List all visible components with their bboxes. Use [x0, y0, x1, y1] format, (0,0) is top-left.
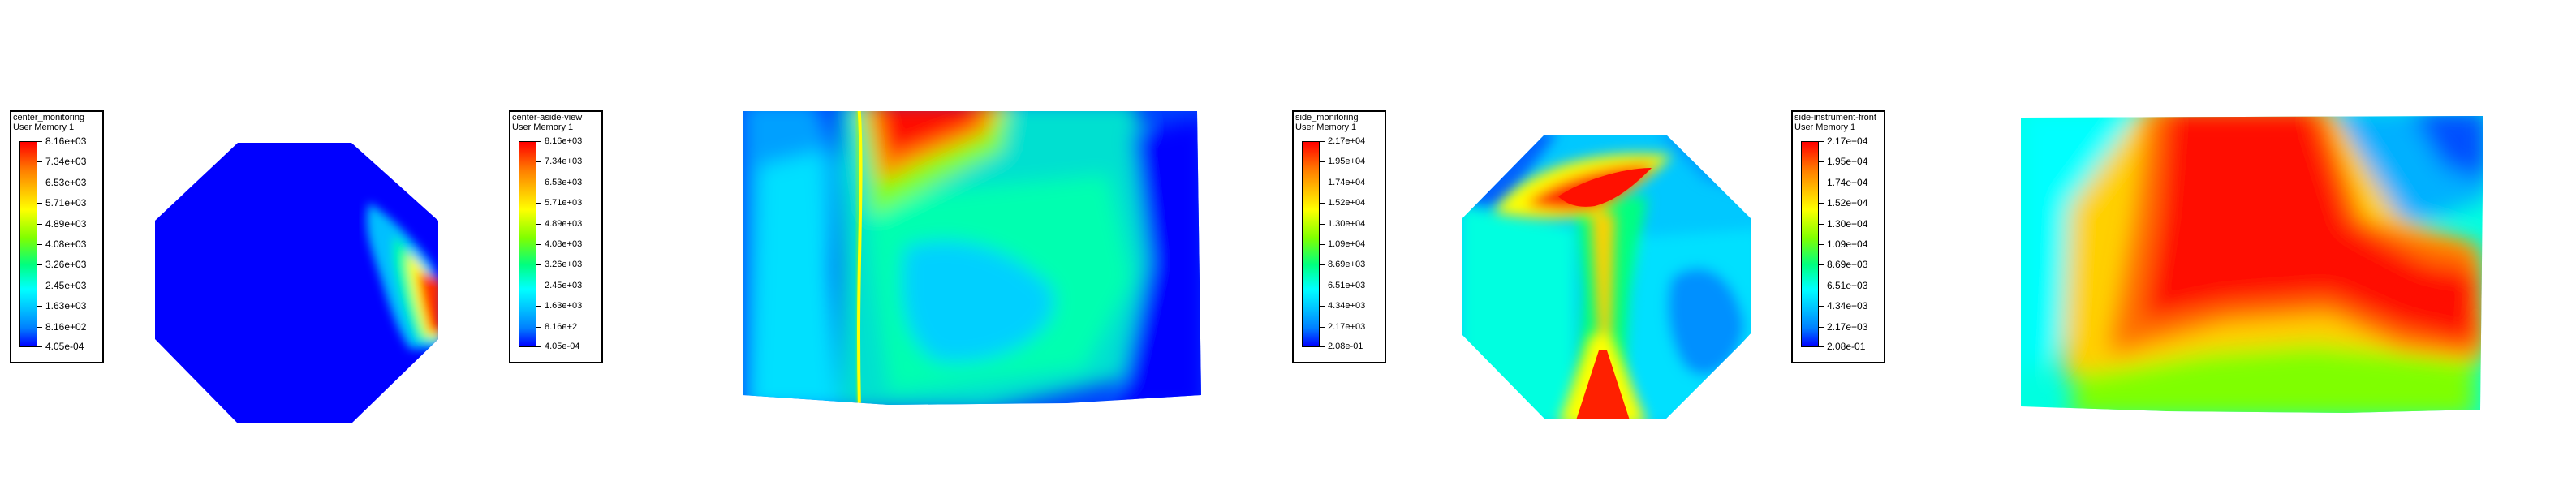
legend-title: center-aside-view User Memory 1: [512, 113, 583, 132]
colorbar-label: 8.16e+02: [45, 321, 87, 333]
colorbar-label: 2.17e+04: [1328, 136, 1366, 146]
colorbar-label: 4.89e+03: [45, 218, 87, 230]
colorbar-label: 4.08e+03: [545, 239, 583, 249]
colorbar-label: 2.08e-01: [1328, 342, 1363, 351]
colorbar-label: 4.05e-04: [545, 342, 580, 351]
colorbar-label: 8.69e+03: [1827, 259, 1868, 270]
colorbar-label: 5.71e+03: [545, 198, 583, 208]
colorbar-label: 2.17e+04: [1827, 135, 1868, 147]
legend-title: side-instrument-front User Memory 1: [1794, 113, 1876, 132]
contour-plot-side-instrument-front: [2021, 116, 2483, 413]
colorbar-label: 2.45e+03: [545, 281, 583, 290]
legend-side-monitoring: side_monitoring User Memory 1 2.17e+04 1.…: [1292, 110, 1386, 363]
colorbar-label: 4.34e+03: [1328, 301, 1366, 311]
colorbar: [1801, 141, 1819, 347]
colorbar-label: 1.74e+04: [1827, 177, 1868, 188]
colorbar-label: 3.26e+03: [45, 259, 87, 270]
legend-center-monitoring: center_monitoring User Memory 1 8.16e+03 …: [10, 110, 104, 363]
colorbar-label: 8.16e+03: [545, 136, 583, 146]
colorbar-label: 2.08e-01: [1827, 341, 1866, 352]
contour-plot-center-aside-view: [743, 111, 1201, 405]
colorbar-label: 5.71e+03: [45, 197, 87, 208]
colorbar-label: 8.16e+03: [45, 135, 87, 147]
colorbar: [1302, 141, 1320, 347]
colorbar-label: 1.63e+03: [45, 300, 87, 312]
colorbar-label: 6.53e+03: [545, 178, 583, 187]
colorbar-label: 2.45e+03: [45, 280, 87, 291]
colorbar-label: 4.08e+03: [45, 238, 87, 250]
colorbar-label: 6.51e+03: [1328, 281, 1366, 290]
contour-plot-center-monitoring: [155, 143, 438, 423]
colorbar-label: 8.69e+03: [1328, 260, 1366, 269]
colorbar-label: 2.17e+03: [1827, 321, 1868, 333]
colorbar-label: 4.05e-04: [45, 341, 84, 352]
colorbar-label: 1.95e+04: [1328, 157, 1366, 166]
colorbar-label: 6.53e+03: [45, 177, 87, 188]
colorbar-label: 4.89e+03: [545, 219, 583, 229]
colorbar-label: 1.74e+04: [1328, 178, 1366, 187]
legend-side-instrument-front: side-instrument-front User Memory 1 2.17e…: [1791, 110, 1885, 363]
colorbar-label: 3.26e+03: [545, 260, 583, 269]
colorbar-label: 1.30e+04: [1827, 218, 1868, 230]
legend-center-aside-view: center-aside-view User Memory 1 8.16e+03 …: [509, 110, 603, 363]
colorbar: [19, 141, 37, 347]
contour-plot-side-monitoring: [1462, 135, 1751, 419]
colorbar-label: 1.63e+03: [545, 301, 583, 311]
colorbar-label: 1.09e+04: [1827, 238, 1868, 250]
colorbar-label: 7.34e+03: [545, 157, 583, 166]
colorbar-label: 1.30e+04: [1328, 219, 1366, 229]
legend-title: side_monitoring User Memory 1: [1295, 113, 1359, 132]
colorbar-label: 1.52e+04: [1328, 198, 1366, 208]
colorbar-label: 2.17e+03: [1328, 322, 1366, 332]
colorbar-label: 1.09e+04: [1328, 239, 1366, 249]
colorbar-label: 1.52e+04: [1827, 197, 1868, 208]
colorbar-label: 4.34e+03: [1827, 300, 1868, 312]
colorbar-label: 8.16e+2: [545, 322, 578, 332]
colorbar-label: 7.34e+03: [45, 156, 87, 167]
legend-title: center_monitoring User Memory 1: [13, 113, 85, 132]
colorbar: [519, 141, 536, 347]
colorbar-label: 1.95e+04: [1827, 156, 1868, 167]
colorbar-label: 6.51e+03: [1827, 280, 1868, 291]
